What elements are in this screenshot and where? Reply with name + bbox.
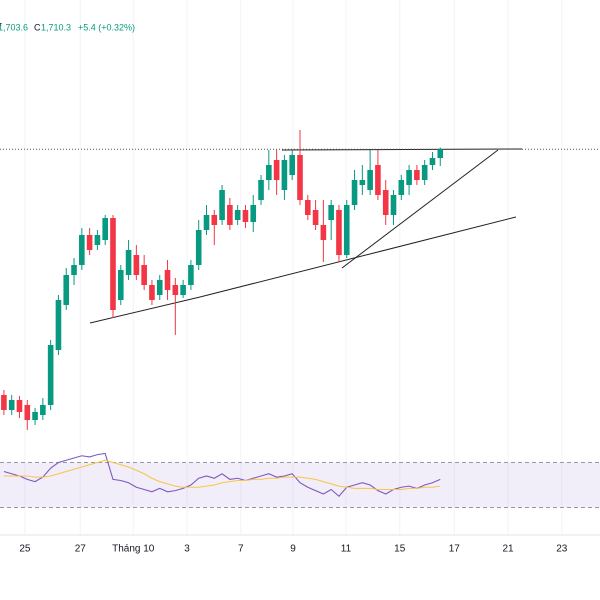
candle-body — [312, 210, 319, 225]
candle-body — [242, 210, 249, 222]
candle-body — [359, 180, 366, 185]
candle-body — [24, 405, 31, 420]
candle-body — [40, 405, 46, 415]
candle-body — [219, 190, 225, 220]
candle-body — [304, 200, 311, 215]
candle-body — [320, 225, 327, 240]
close-price: 1,710.3 — [41, 22, 71, 32]
candle-body — [8, 400, 15, 410]
candle-body — [94, 235, 101, 245]
candle-body — [351, 180, 358, 205]
rsi-line — [3, 459, 441, 491]
candle-body — [367, 170, 373, 190]
candle-body — [343, 205, 350, 255]
x-tick-label: 9 — [290, 544, 296, 555]
candle-body — [266, 165, 272, 180]
candle-body — [258, 180, 264, 200]
candle-body — [172, 285, 179, 295]
x-tick-label: 11 — [341, 544, 352, 555]
x-tick-label: 25 — [19, 544, 31, 555]
candle-body — [102, 218, 108, 240]
candle-body — [32, 412, 38, 420]
candle-body — [382, 190, 389, 215]
candle-body — [328, 205, 334, 220]
candle-body — [234, 210, 241, 220]
candle-body — [227, 205, 233, 225]
close-label: C — [34, 22, 41, 32]
candle-body — [1, 395, 7, 410]
x-tick-label: 17 — [449, 544, 461, 555]
candle-body — [281, 160, 288, 190]
candle-body — [117, 270, 124, 300]
candle-body — [390, 195, 397, 215]
candle-body — [437, 149, 444, 158]
low-price: 1,703.6 — [0, 22, 28, 32]
candle-body — [406, 170, 412, 185]
price-change: +5.4 (+0.32%) — [78, 22, 135, 32]
candle-body — [421, 165, 428, 180]
candle-body — [195, 230, 202, 265]
candle-body — [203, 215, 210, 230]
candle-body — [211, 215, 218, 225]
candle-body — [71, 265, 77, 275]
grid — [24, 0, 563, 535]
candle-body — [86, 235, 93, 250]
candle-body — [414, 170, 420, 180]
trendline — [341, 149, 499, 269]
x-tick-label: 3 — [184, 544, 190, 555]
candle-body — [273, 160, 280, 180]
candle-body — [180, 285, 186, 295]
candle-body — [55, 300, 62, 350]
candle-body — [79, 235, 85, 265]
rsi-band — [0, 462, 600, 508]
candle-body — [47, 345, 54, 405]
x-tick-label: 7 — [238, 544, 244, 555]
candle-body — [63, 275, 70, 305]
trendline — [89, 296, 201, 324]
candle-body — [429, 158, 436, 165]
x-tick-label: 23 — [556, 544, 568, 555]
candle-body — [141, 265, 147, 285]
candle-body — [250, 205, 257, 222]
candle-body — [125, 250, 132, 275]
candle-body — [156, 280, 163, 295]
candle-body — [164, 270, 171, 290]
trendline — [199, 216, 517, 298]
candle-body — [149, 285, 155, 300]
candle-body — [398, 180, 405, 195]
x-tick-label: 27 — [75, 544, 87, 555]
x-tick-label: Tháng 10 — [112, 544, 155, 555]
candle-body — [188, 265, 194, 285]
candle-body — [375, 165, 381, 195]
x-tick-label: 21 — [502, 544, 514, 555]
rsi-line — [3, 452, 441, 498]
candle-body — [297, 155, 303, 200]
candle-body — [110, 218, 116, 310]
candle-body — [16, 400, 23, 412]
candle-body — [336, 210, 342, 255]
symbol-fragment: -7 — [0, 21, 2, 31]
candle-body — [133, 255, 140, 275]
x-tick-label: 15 — [394, 544, 406, 555]
candle-body — [289, 155, 296, 175]
